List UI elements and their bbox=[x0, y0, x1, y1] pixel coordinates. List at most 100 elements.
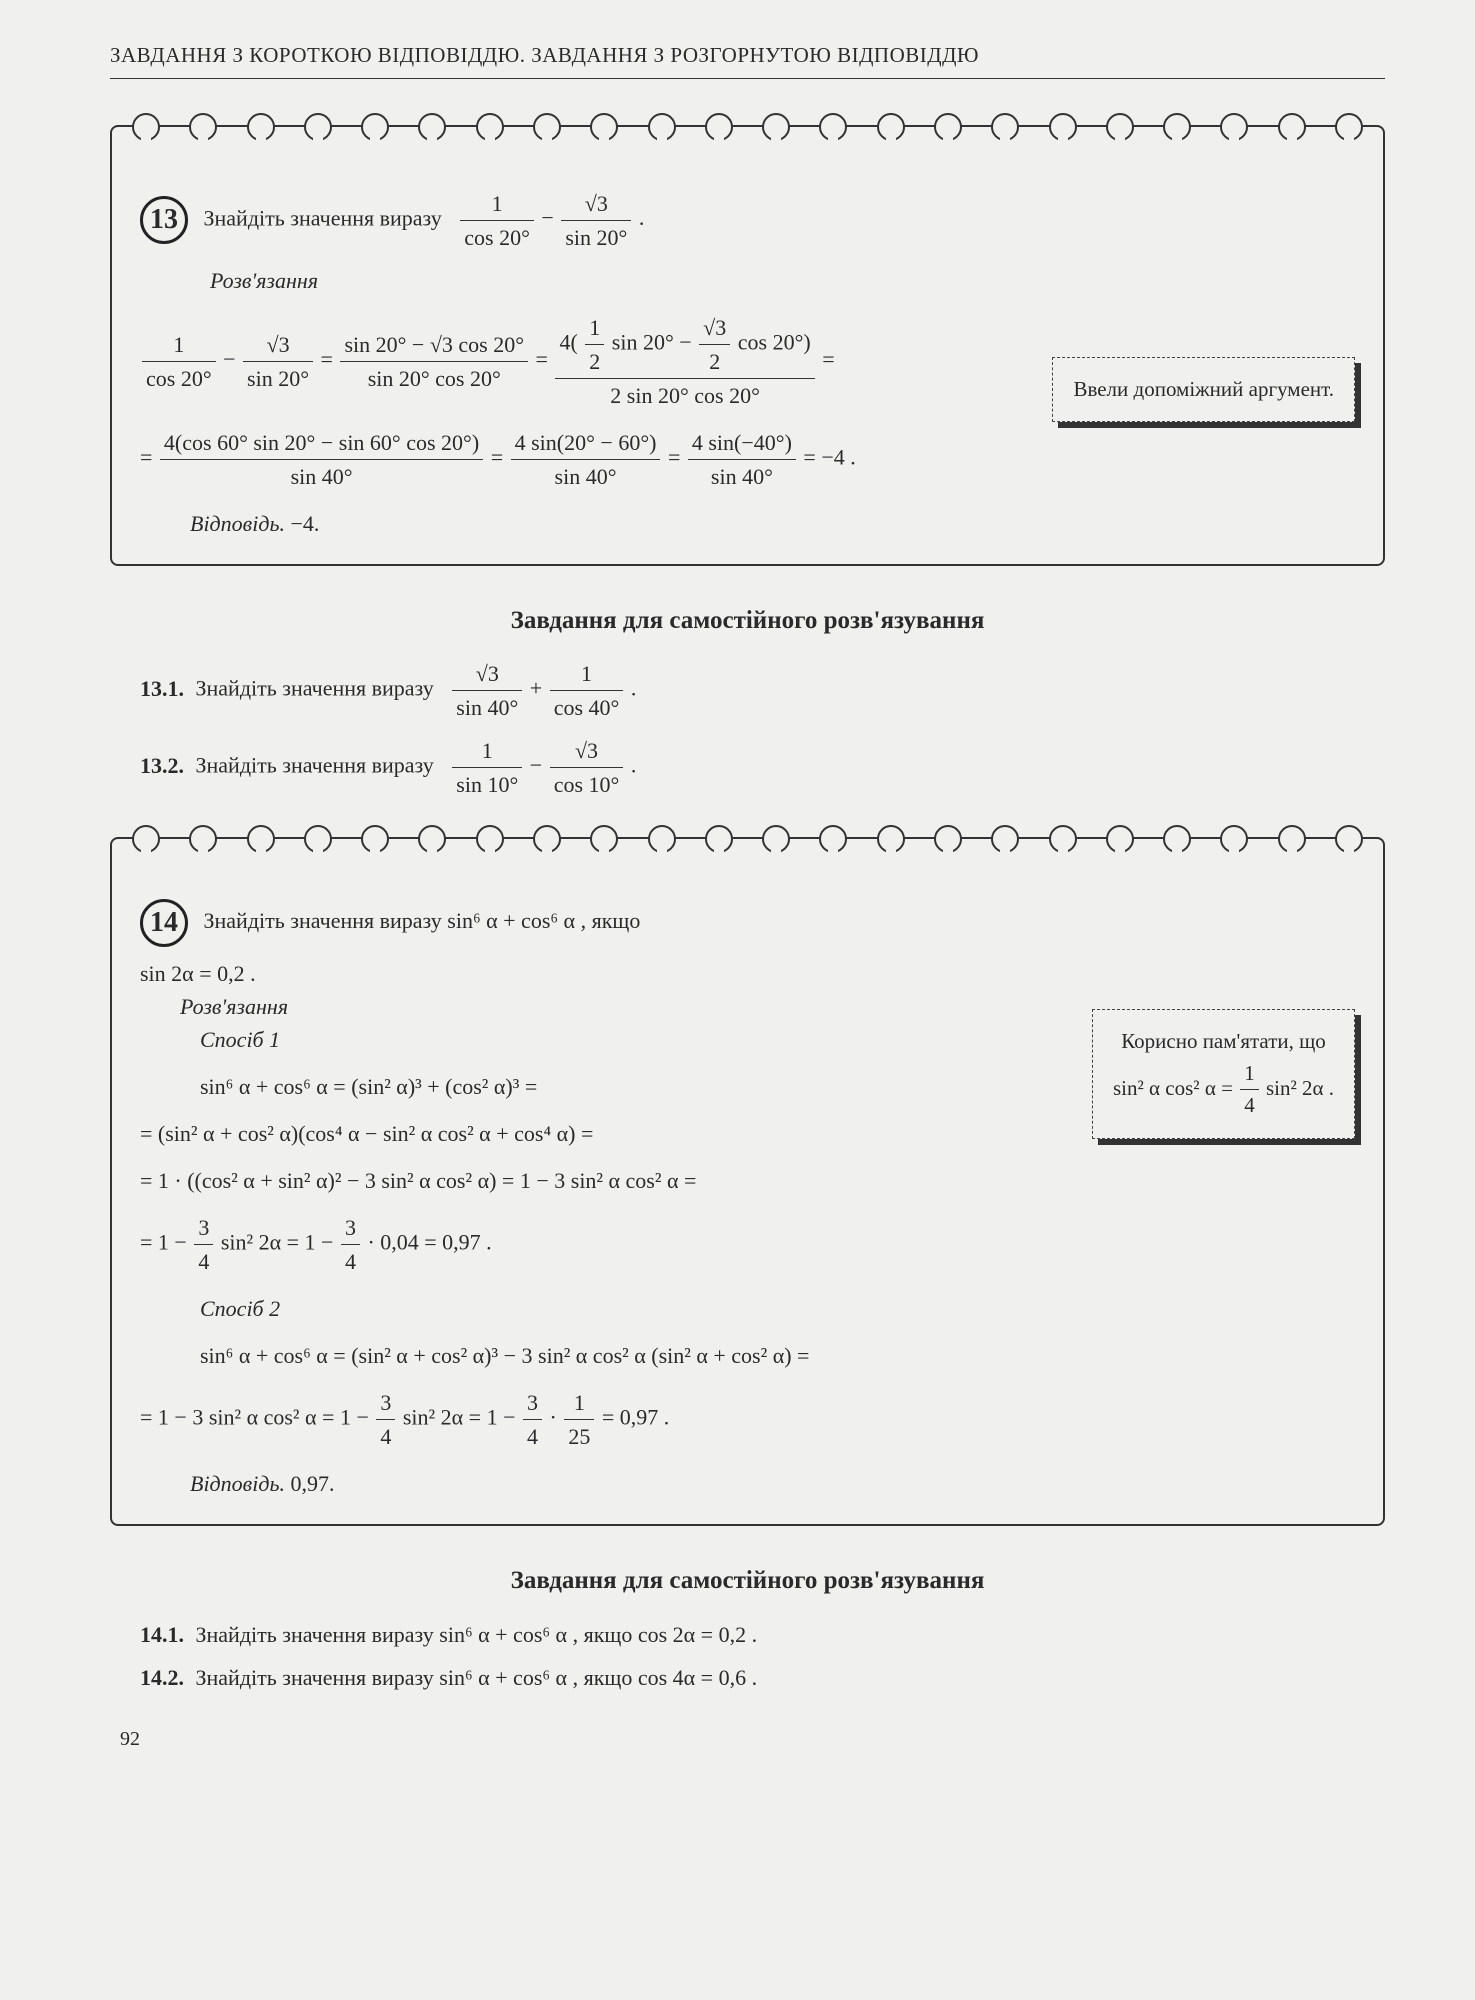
ring-icon bbox=[877, 825, 905, 853]
task-13-2: 13.2. Знайдіть значення виразу 1sin 10° … bbox=[140, 734, 1385, 801]
ring-icon bbox=[189, 825, 217, 853]
ring-icon bbox=[1049, 825, 1077, 853]
task-box-14: Корисно пам'ятати, що sin² α cos² α = 14… bbox=[110, 837, 1385, 1526]
ring-icon bbox=[590, 825, 618, 853]
ring-icon bbox=[705, 825, 733, 853]
ring-icon bbox=[476, 825, 504, 853]
ring-icon bbox=[648, 113, 676, 141]
ring-icon bbox=[533, 825, 561, 853]
ring-icon bbox=[304, 113, 332, 141]
task-13-1: 13.1. Знайдіть значення виразу √3sin 40°… bbox=[140, 657, 1385, 724]
self-title-13: Завдання для самостійного розв'язування bbox=[110, 602, 1385, 640]
ring-icon bbox=[877, 113, 905, 141]
ring-strip bbox=[132, 113, 1363, 141]
ring-icon bbox=[1220, 113, 1248, 141]
task-13-prompt: 13 Знайдіть значення виразу 1cos 20° − √… bbox=[140, 187, 1355, 254]
ring-icon bbox=[991, 113, 1019, 141]
n: 3 bbox=[523, 1386, 542, 1420]
m2-line1: sin⁶ α + cos⁶ α = (sin² α + cos² α)³ − 3… bbox=[200, 1339, 1355, 1372]
ring-icon bbox=[1106, 113, 1134, 141]
task-14-2: 14.2. Знайдіть значення виразу sin⁶ α + … bbox=[140, 1661, 1385, 1694]
m1-line4: = 1 − 34 sin² 2α = 1 − 34 · 0,04 = 0,97 … bbox=[140, 1211, 1355, 1278]
subtask-num: 14.1. bbox=[140, 1622, 184, 1647]
ring-icon bbox=[418, 113, 446, 141]
ring-icon bbox=[762, 825, 790, 853]
frac-num: 4 sin(20° − 60°) bbox=[511, 426, 661, 460]
n: 3 bbox=[341, 1211, 360, 1245]
ring-icon bbox=[1163, 825, 1191, 853]
n: 1 bbox=[1240, 1058, 1259, 1091]
hint-text: Ввели допоміжний аргумент. bbox=[1073, 377, 1334, 401]
solution-label: Розв'язання bbox=[210, 264, 1355, 297]
n: √3 bbox=[699, 311, 730, 345]
frac-num: sin 20° − √3 cos 20° bbox=[340, 328, 528, 362]
d: cos 40° bbox=[550, 691, 624, 724]
hint-box-13: Ввели допоміжний аргумент. bbox=[1052, 357, 1355, 423]
self-title-14: Завдання для самостійного розв'язування bbox=[110, 1562, 1385, 1600]
hint-line: Корисно пам'ятати, що bbox=[1113, 1026, 1334, 1058]
ring-icon bbox=[132, 113, 160, 141]
ring-icon bbox=[1049, 113, 1077, 141]
frac-num: √3 bbox=[243, 328, 313, 362]
answer-label: Відповідь. bbox=[190, 511, 285, 536]
ring-icon bbox=[1220, 825, 1248, 853]
txt: sin² α cos² α = bbox=[1113, 1075, 1233, 1099]
hint-box-14: Корисно пам'ятати, що sin² α cos² α = 14… bbox=[1092, 1009, 1355, 1139]
prompt-text: Знайдіть значення виразу sin⁶ α + cos⁶ α… bbox=[204, 908, 641, 933]
ring-icon bbox=[476, 113, 504, 141]
m2-line2: = 1 − 3 sin² α cos² α = 1 − 34 sin² 2α =… bbox=[140, 1386, 1355, 1453]
ring-icon bbox=[247, 825, 275, 853]
txt: sin² 2α = 1 − bbox=[403, 1405, 516, 1430]
txt: sin² 2α = 1 − bbox=[221, 1230, 334, 1255]
n: 3 bbox=[376, 1386, 395, 1420]
ring-icon bbox=[1106, 825, 1134, 853]
task-13-work-line-2: = 4(cos 60° sin 20° − sin 60° cos 20°)si… bbox=[140, 426, 1355, 493]
ring-icon bbox=[418, 825, 446, 853]
n: 1 bbox=[550, 657, 624, 691]
prompt-text: Знайдіть значення виразу bbox=[204, 205, 442, 230]
answer-line-14: Відповідь. 0,97. bbox=[190, 1467, 1355, 1500]
ring-icon bbox=[132, 825, 160, 853]
answer-value: 0,97. bbox=[290, 1471, 334, 1496]
d: 4 bbox=[376, 1420, 395, 1453]
ring-icon bbox=[247, 113, 275, 141]
subtask-num: 13.1. bbox=[140, 676, 184, 701]
d: sin 40° bbox=[452, 691, 522, 724]
ring-icon bbox=[819, 113, 847, 141]
d: 4 bbox=[523, 1420, 542, 1453]
frac-num: 1 bbox=[142, 328, 216, 362]
ring-icon bbox=[361, 825, 389, 853]
subtask-num: 14.2. bbox=[140, 1665, 184, 1690]
frac-num: 4(cos 60° sin 20° − sin 60° cos 20°) bbox=[160, 426, 483, 460]
ring-icon bbox=[705, 113, 733, 141]
ring-icon bbox=[1163, 113, 1191, 141]
ring-icon bbox=[1335, 113, 1363, 141]
txt: = 0,97 . bbox=[602, 1405, 669, 1430]
frac-den: sin 40° bbox=[688, 460, 796, 493]
n: 1 bbox=[564, 1386, 594, 1420]
subtask-text: Знайдіть значення виразу sin⁶ α + cos⁶ α… bbox=[196, 1665, 758, 1690]
condition-text: sin 2α = 0,2 . bbox=[140, 957, 1355, 990]
task-14-prompt: 14 Знайдіть значення виразу sin⁶ α + cos… bbox=[140, 899, 1355, 947]
ring-icon bbox=[1335, 825, 1363, 853]
answer-value: −4. bbox=[290, 511, 319, 536]
ring-icon bbox=[934, 113, 962, 141]
task-number-14: 14 bbox=[140, 899, 188, 947]
subtask-text: Знайдіть значення виразу sin⁶ α + cos⁶ α… bbox=[196, 1622, 758, 1647]
ring-icon bbox=[648, 825, 676, 853]
d: 2 bbox=[585, 345, 604, 378]
n: √3 bbox=[452, 657, 522, 691]
method-2-label: Спосіб 2 bbox=[200, 1292, 1355, 1325]
result: = −4 . bbox=[803, 444, 855, 469]
frac-den: sin 20° bbox=[561, 221, 631, 254]
page-header: ЗАВДАННЯ З КОРОТКОЮ ВІДПОВІДДЮ. ЗАВДАННЯ… bbox=[110, 40, 1385, 79]
d: sin 10° bbox=[452, 768, 522, 801]
n: √3 bbox=[550, 734, 624, 768]
subtask-text: Знайдіть значення виразу bbox=[196, 753, 434, 778]
frac-den: sin 40° bbox=[160, 460, 483, 493]
ring-icon bbox=[762, 113, 790, 141]
frac-den: sin 40° bbox=[511, 460, 661, 493]
d: 25 bbox=[564, 1420, 594, 1453]
txt: sin 20° − bbox=[612, 329, 692, 354]
n: 1 bbox=[585, 311, 604, 345]
